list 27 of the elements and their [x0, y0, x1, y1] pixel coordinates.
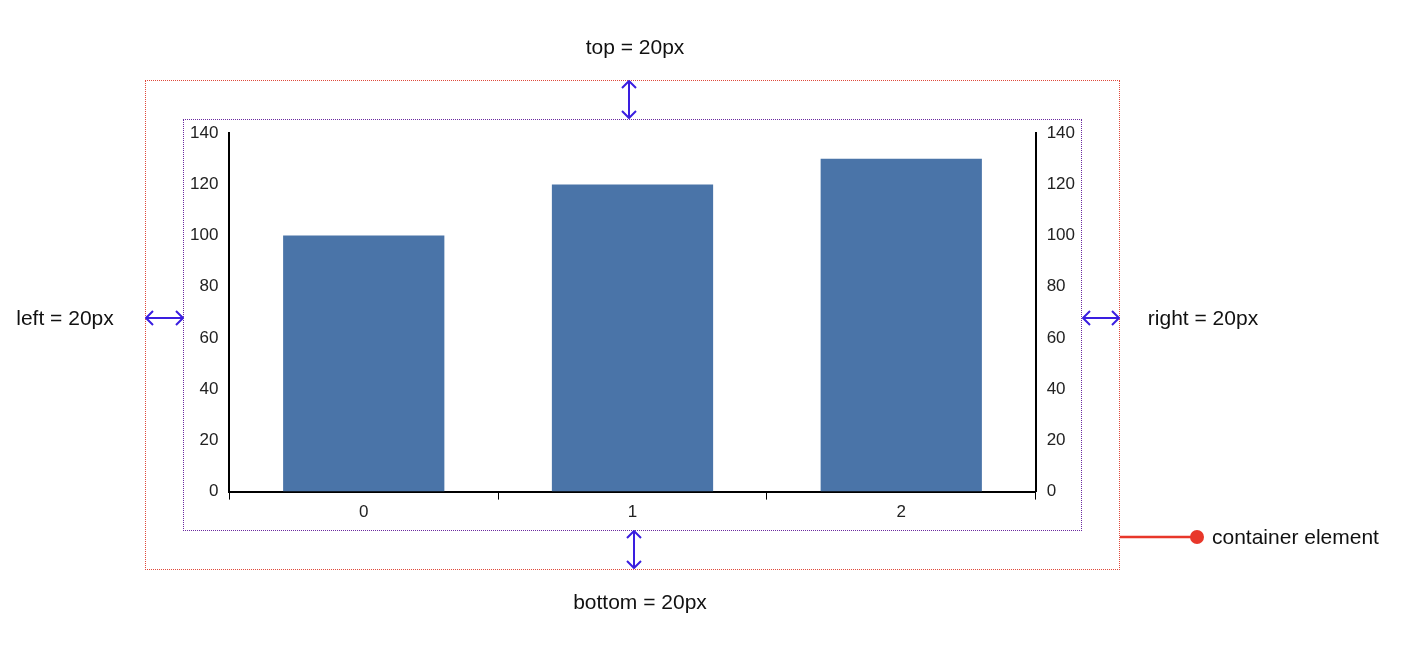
y2-tick-label: 40 [1046, 378, 1066, 398]
y2-tick-label: 140 [1046, 122, 1076, 142]
y-tick-label: 40 [199, 378, 219, 398]
x-tick-label: 1 [627, 502, 638, 522]
y2-tick-label: 120 [1046, 174, 1076, 194]
y2-tick-label: 80 [1046, 276, 1066, 296]
text: bottom = 20px [573, 590, 707, 614]
y2-tick-label: 60 [1046, 327, 1066, 347]
y-tick-label: 100 [189, 225, 219, 245]
y-tick-label: 0 [208, 481, 219, 501]
y2-tick-label: 0 [1046, 481, 1057, 501]
y-tick-label: 80 [199, 276, 219, 296]
y-tick-label: 120 [189, 174, 219, 194]
text: top = 20px [585, 35, 685, 59]
bar [820, 158, 982, 492]
y-tick-label: 20 [199, 430, 219, 450]
text: left = 20px [16, 306, 114, 330]
y2-tick-label: 20 [1046, 430, 1066, 450]
x-tick-label: 0 [359, 502, 369, 522]
bar [551, 184, 714, 492]
y-tick-label: 60 [199, 327, 219, 347]
bar [283, 235, 445, 492]
text: container element [1212, 525, 1379, 549]
x-tick-label: 2 [896, 502, 906, 522]
y-tick-label: 140 [189, 122, 219, 142]
y2-tick-label: 100 [1046, 225, 1076, 245]
text: right = 20px [1147, 306, 1259, 330]
